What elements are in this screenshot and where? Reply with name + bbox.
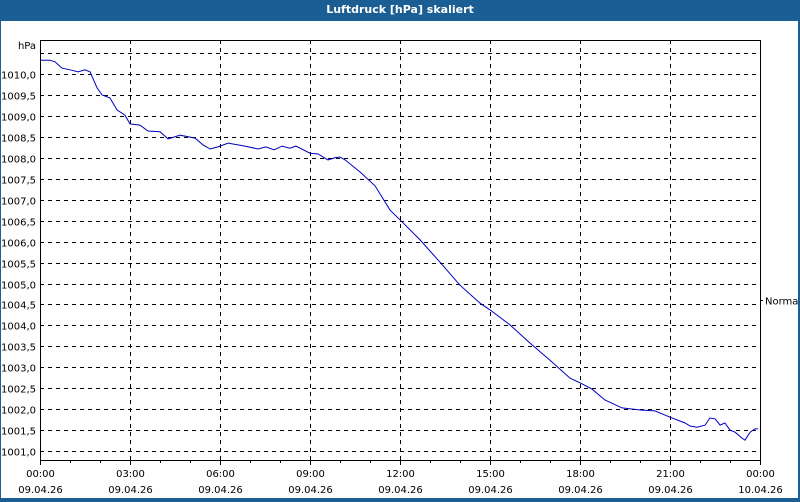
y-tick-label: 1007,5	[1, 176, 36, 187]
y-tick-label: 1008,0	[1, 155, 36, 166]
y-tick-label: 1009,0	[1, 113, 36, 124]
x-tick-time: 03:00	[116, 469, 145, 480]
chart-title: Luftdruck [hPa] skaliert	[0, 0, 800, 20]
y-tick-label: 1008,5	[1, 134, 36, 145]
x-tick-time: 12:00	[386, 469, 415, 480]
y-tick-label: 1005,0	[1, 281, 36, 292]
x-axis: 00:00 09.04.26 03:00 09.04.26 06:00 09.04.26 0…	[18, 460, 783, 496]
pressure-line	[40, 59, 758, 441]
y-tick-label: 1002,5	[1, 385, 36, 396]
y-tick-label: 1002,0	[1, 406, 36, 417]
y-tick-label: 1009,5	[1, 92, 36, 103]
y-tick-label: 1006,0	[1, 239, 36, 250]
y-tick-label: 1004,5	[1, 301, 36, 312]
y-tick-label: 1001,0	[1, 448, 36, 459]
y-tick-label: 1003,0	[1, 364, 36, 375]
y-tick-label: 1003,5	[1, 343, 36, 354]
x-tick-time: 00:00	[746, 469, 775, 480]
x-tick-date: 09.04.26	[198, 485, 243, 496]
x-tick-time: 09:00	[296, 469, 325, 480]
x-tick-date: 09.04.26	[378, 485, 423, 496]
plot-frame	[40, 40, 761, 461]
x-tick-date: 09.04.26	[108, 485, 153, 496]
y-tick-label: 1006,5	[1, 218, 36, 229]
y-axis: hPa 1010,0 1009,5 1009,0 1008,5 1008,0 1007,5 1…	[1, 41, 36, 459]
x-tick-date: 10.04.26	[738, 485, 783, 496]
y-tick-label: 1007,0	[1, 197, 36, 208]
x-tick-date: 09.04.26	[648, 485, 693, 496]
y-unit-label: hPa	[18, 41, 36, 52]
reference-marker: Normal	[760, 297, 800, 308]
x-tick-date: 09.04.26	[468, 485, 513, 496]
y-tick-label: 1001,5	[1, 427, 36, 438]
chart-canvas: hPa 1010,0 1009,5 1009,0 1008,5 1008,0 1007,5 1…	[1, 21, 800, 498]
x-tick-date: 09.04.26	[288, 485, 333, 496]
y-tick-label: 1010,0	[1, 71, 36, 82]
x-tick-date: 09.04.26	[558, 485, 603, 496]
line-chart: hPa 1010,0 1009,5 1009,0 1008,5 1008,0 1007,5 1…	[1, 40, 800, 496]
x-tick-time: 06:00	[206, 469, 235, 480]
y-tick-label: 1005,5	[1, 260, 36, 271]
x-tick-date: 09.04.26	[18, 485, 63, 496]
reference-label: Normal	[765, 297, 798, 308]
x-tick-time: 18:00	[566, 469, 595, 480]
x-tick-time: 00:00	[26, 469, 55, 480]
x-tick-time: 15:00	[476, 469, 505, 480]
x-tick-time: 21:00	[656, 469, 685, 480]
y-tick-label: 1004,0	[1, 322, 36, 333]
grid	[40, 40, 760, 460]
